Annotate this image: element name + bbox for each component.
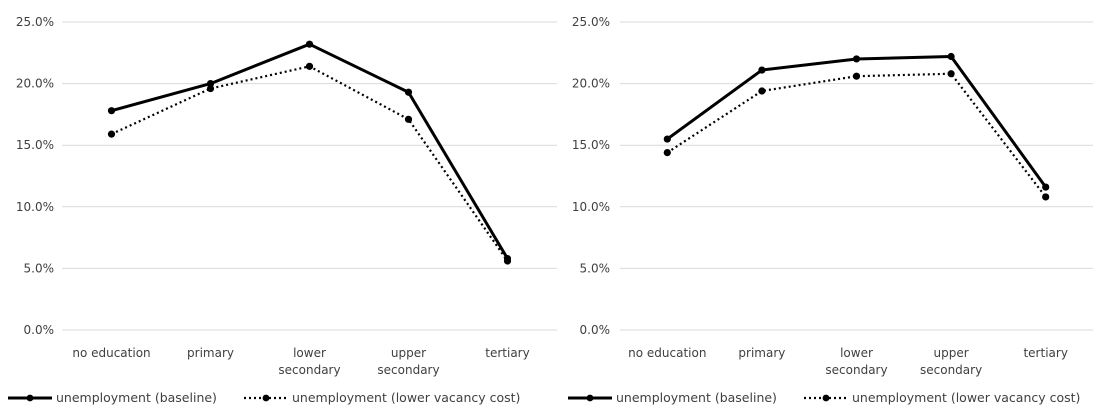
data-point — [305, 62, 314, 70]
legend-item: unemployment (lower vacancy cost) — [244, 390, 520, 405]
series-line — [111, 42, 509, 260]
y-tick-label: 10.0% — [572, 200, 610, 214]
x-tick-label: tertiary — [485, 346, 529, 360]
chart-panel-1: 0.0% 5.0% 10.0% 15.0% 20.0% 25.0% no education… — [8, 15, 557, 405]
y-tick-label: 15.0% — [16, 138, 54, 152]
data-point — [107, 107, 116, 115]
y-tick-label: 10.0% — [16, 200, 54, 214]
x-tick-label: lower — [293, 346, 326, 360]
data-point — [206, 80, 215, 88]
x-tick-label: tertiary — [1023, 346, 1067, 360]
x-tick-label: primary — [738, 346, 785, 360]
series-line — [666, 72, 1047, 198]
legend-item: unemployment (lower vacancy cost) — [804, 390, 1080, 405]
chart-panel-2: 0.0% 5.0% 10.0% 15.0% 20.0% 25.0% no education… — [568, 15, 1093, 405]
y-tick-label: 20.0% — [16, 77, 54, 91]
x-tick-label: upper — [934, 346, 969, 360]
legend-marker — [26, 394, 34, 402]
y-tick-label: 15.0% — [572, 138, 610, 152]
legend-label: unemployment (lower vacancy cost) — [292, 390, 520, 405]
legend-marker — [586, 394, 594, 402]
y-tick-label: 5.0% — [580, 261, 611, 275]
legend-label: unemployment (lower vacancy cost) — [852, 390, 1080, 405]
legend-item: unemployment (baseline) — [568, 390, 777, 405]
x-tick-label: upper — [391, 346, 426, 360]
x-tick-label: primary — [187, 346, 234, 360]
data-point — [404, 115, 413, 123]
x-tick-label: secondary — [825, 363, 887, 377]
legend-label: unemployment (baseline) — [56, 390, 217, 405]
data-point — [1042, 183, 1050, 191]
data-point — [404, 88, 413, 96]
y-tick-label: 25.0% — [572, 15, 610, 29]
data-point — [1042, 193, 1050, 201]
x-tick-label: secondary — [377, 363, 439, 377]
y-tick-label: 0.0% — [580, 323, 611, 337]
data-point — [758, 87, 766, 95]
y-tick-label: 25.0% — [16, 15, 54, 29]
data-point — [107, 130, 116, 138]
legend-label: unemployment (baseline) — [616, 390, 777, 405]
data-point — [206, 84, 215, 93]
data-point — [947, 70, 955, 78]
y-tick-label: 5.0% — [24, 261, 55, 275]
data-point — [503, 257, 512, 265]
legend-marker — [262, 394, 270, 402]
legend-marker — [822, 394, 830, 402]
data-point — [947, 52, 955, 61]
x-tick-label: no education — [628, 346, 706, 360]
x-tick-label: lower — [840, 346, 873, 360]
x-tick-label: secondary — [920, 363, 982, 377]
data-point — [852, 55, 861, 63]
x-tick-label: secondary — [278, 363, 340, 377]
data-point — [758, 66, 766, 74]
data-point — [663, 135, 671, 143]
data-point — [852, 72, 861, 80]
y-tick-label: 0.0% — [24, 323, 55, 337]
y-tick-label: 20.0% — [572, 77, 610, 91]
data-point — [305, 40, 314, 48]
legend-item: unemployment (baseline) — [8, 390, 217, 405]
x-tick-label: no education — [72, 346, 150, 360]
data-point — [663, 148, 671, 157]
